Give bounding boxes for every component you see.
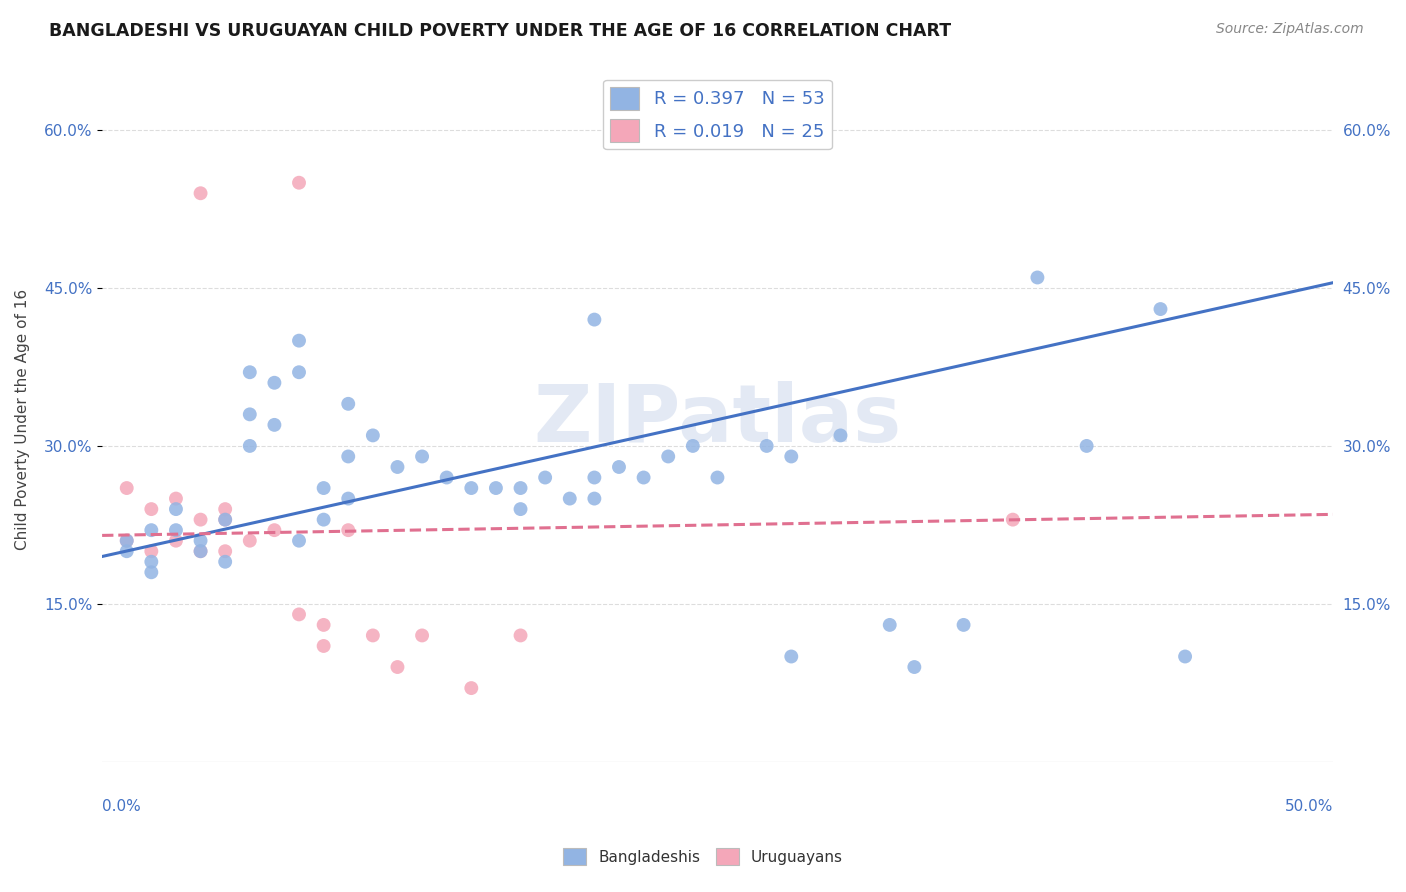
- Point: [633, 470, 655, 484]
- Point: [115, 533, 138, 548]
- Point: [239, 365, 262, 379]
- Point: [411, 628, 433, 642]
- Point: [1026, 270, 1049, 285]
- Point: [190, 533, 212, 548]
- Point: [534, 470, 557, 484]
- Point: [165, 533, 187, 548]
- Point: [952, 618, 974, 632]
- Point: [239, 408, 262, 422]
- Point: [190, 544, 212, 558]
- Point: [141, 502, 163, 516]
- Point: [165, 491, 187, 506]
- Point: [903, 660, 925, 674]
- Point: [165, 523, 187, 537]
- Point: [190, 186, 212, 201]
- Point: [755, 439, 778, 453]
- Point: [165, 502, 187, 516]
- Point: [337, 523, 360, 537]
- Point: [214, 513, 236, 527]
- Point: [214, 555, 236, 569]
- Point: [312, 513, 335, 527]
- Point: [879, 618, 901, 632]
- Point: [780, 450, 803, 464]
- Text: 0.0%: 0.0%: [103, 799, 141, 814]
- Text: Source: ZipAtlas.com: Source: ZipAtlas.com: [1216, 22, 1364, 37]
- Point: [509, 628, 531, 642]
- Point: [141, 555, 163, 569]
- Point: [706, 470, 728, 484]
- Point: [583, 470, 606, 484]
- Point: [558, 491, 581, 506]
- Point: [1001, 513, 1024, 527]
- Point: [239, 533, 262, 548]
- Point: [190, 513, 212, 527]
- Point: [411, 450, 433, 464]
- Point: [214, 544, 236, 558]
- Point: [460, 481, 482, 495]
- Point: [115, 533, 138, 548]
- Point: [607, 460, 630, 475]
- Point: [312, 639, 335, 653]
- Point: [1174, 649, 1197, 664]
- Point: [337, 397, 360, 411]
- Point: [141, 523, 163, 537]
- Point: [239, 439, 262, 453]
- Point: [288, 334, 311, 348]
- Point: [214, 513, 236, 527]
- Point: [288, 176, 311, 190]
- Point: [263, 376, 285, 390]
- Point: [190, 544, 212, 558]
- Point: [830, 428, 852, 442]
- Point: [115, 481, 138, 495]
- Point: [780, 649, 803, 664]
- Point: [657, 450, 679, 464]
- Point: [141, 566, 163, 580]
- Text: 50.0%: 50.0%: [1285, 799, 1333, 814]
- Point: [509, 502, 531, 516]
- Point: [288, 533, 311, 548]
- Text: BANGLADESHI VS URUGUAYAN CHILD POVERTY UNDER THE AGE OF 16 CORRELATION CHART: BANGLADESHI VS URUGUAYAN CHILD POVERTY U…: [49, 22, 952, 40]
- Point: [141, 544, 163, 558]
- Point: [115, 544, 138, 558]
- Point: [288, 365, 311, 379]
- Point: [387, 660, 409, 674]
- Point: [337, 450, 360, 464]
- Point: [1149, 301, 1171, 316]
- Point: [288, 607, 311, 622]
- Y-axis label: Child Poverty Under the Age of 16: Child Poverty Under the Age of 16: [15, 289, 30, 550]
- Point: [263, 417, 285, 432]
- Point: [387, 460, 409, 475]
- Point: [214, 502, 236, 516]
- Point: [337, 491, 360, 506]
- Point: [682, 439, 704, 453]
- Point: [583, 312, 606, 326]
- Point: [263, 523, 285, 537]
- Point: [509, 481, 531, 495]
- Text: ZIPatlas: ZIPatlas: [533, 381, 901, 458]
- Legend: Bangladeshis, Uruguayans: Bangladeshis, Uruguayans: [557, 842, 849, 871]
- Point: [312, 481, 335, 495]
- Point: [460, 681, 482, 695]
- Point: [1076, 439, 1098, 453]
- Point: [361, 628, 384, 642]
- Legend: R = 0.397   N = 53, R = 0.019   N = 25: R = 0.397 N = 53, R = 0.019 N = 25: [603, 79, 832, 150]
- Point: [312, 618, 335, 632]
- Point: [361, 428, 384, 442]
- Point: [583, 491, 606, 506]
- Point: [485, 481, 508, 495]
- Point: [436, 470, 458, 484]
